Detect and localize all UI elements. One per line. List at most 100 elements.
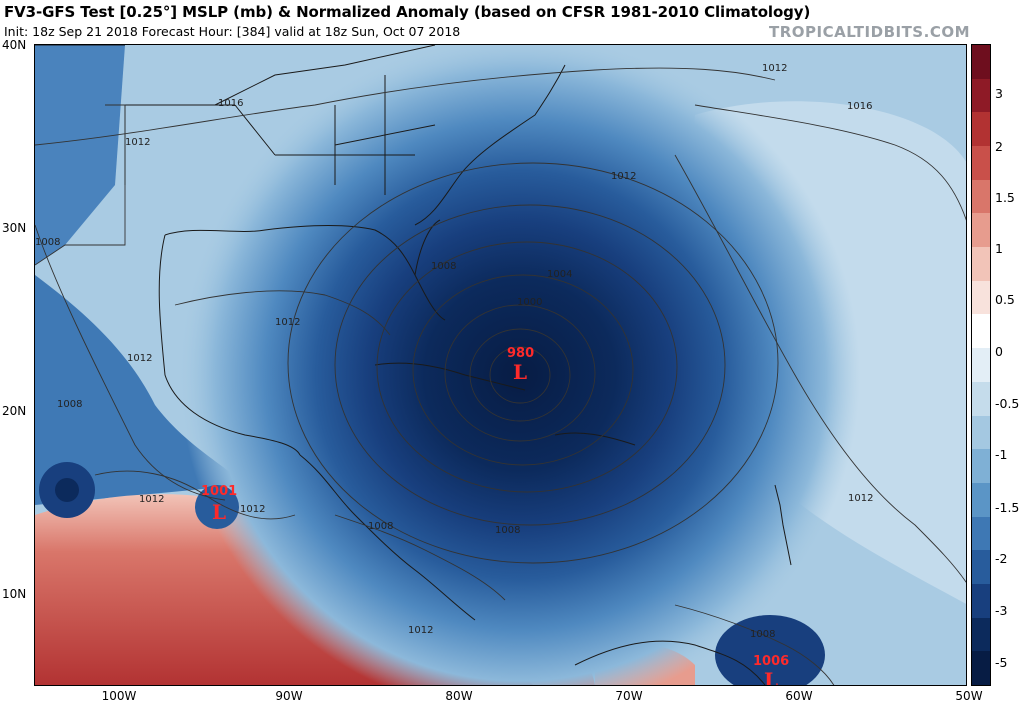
colorbar-segment [972,280,990,315]
isobar-label: 1008 [431,261,456,272]
lat-label: 40N [2,38,27,52]
colorbar-segment [972,78,990,113]
colorbar-segment [972,415,990,450]
colorbar-segment [972,179,990,214]
isobar-label: 1008 [35,237,60,248]
isobar-label: 1008 [495,525,520,536]
florida-peninsula [414,219,441,276]
lat-label: 30N [2,221,27,235]
mexico-gulf-coast [158,234,301,456]
lon-label: 50W [955,689,983,703]
isobar-label: 1012 [125,137,150,148]
isobar-label: 1016 [218,98,243,109]
colorbar-label: -2 [995,551,1008,566]
colorbar-segment [972,213,990,248]
isobar-1012-mexico [94,470,296,520]
state-borders [35,45,276,185]
colorbar-segment [972,651,990,685]
isobar-label: 1000 [517,297,542,308]
colorbar-segment [972,247,990,282]
lat-label: 20N [2,404,27,418]
isobar-ring [469,328,571,422]
low-markers: 980 L 1001 L 1006 L [201,346,789,686]
isobar-label: 1008 [750,629,775,640]
east-coast [414,64,566,226]
low-center-980: 980 L [507,346,534,384]
isobar-label: 1012 [127,353,152,364]
isobar-label: 1016 [847,101,872,112]
central-america-coast [299,454,476,621]
isobar-ring [489,346,551,404]
lat-label: 10N [2,587,27,601]
isobar-label: 1012 [611,171,636,182]
lesser-antilles [774,484,792,566]
low-center-1006: 1006 L [753,654,789,686]
isobar-1008-caribbean [334,514,506,601]
isobar-1012-east [674,154,966,583]
low-pressure-value: 980 [507,346,534,361]
isobar-1012-north [35,67,776,146]
isobar-1016-west [35,104,126,266]
colorbar-segment [972,348,990,383]
colorbar-label: -1.5 [995,500,1020,515]
colorbar-segment [972,146,990,181]
isobar-label: 1008 [57,399,82,410]
hurricane-low-anomaly [180,45,860,685]
isobar-label: 1012 [408,625,433,636]
colorbar-segment [972,482,990,518]
low-pressure-value: 1001 [201,484,237,499]
low-symbol: L [513,360,527,384]
colorbar-segment [972,381,990,416]
lon-label: 90W [275,689,303,703]
southeast-low-anomaly [715,615,825,685]
lon-label: 70W [615,689,643,703]
isobar-label: 1012 [848,493,873,504]
gulf-coast [164,224,446,321]
colorbar-segment [972,112,990,147]
isobar-1008-west [35,224,226,501]
map-title: FV3-GFS Test [0.25°] MSLP (mb) & Normali… [4,3,811,21]
lon-label: 60W [785,689,813,703]
colorbar-label: 1 [995,241,1003,256]
map-panel: 1012 1016 1012 1016 1012 1008 1012 1012 … [34,44,967,686]
isobar-label: 1012 [240,504,265,515]
hispaniola [554,432,636,446]
colorbar-segment [972,314,990,349]
colorbar-segment [972,583,990,619]
lon-label: 80W [445,689,473,703]
lon-label: 100W [101,689,137,703]
isobar-label: 1012 [275,317,300,328]
pacific-low-core [55,478,79,502]
anomaly-colorbar [971,44,991,686]
coastlines [35,45,792,685]
header: FV3-GFS Test [0.25°] MSLP (mb) & Normali… [0,0,1024,44]
colorbar-segment [972,516,990,551]
isobar-ring [376,241,678,493]
isobar-1012-gulf [174,290,391,336]
low-symbol: L [764,668,778,686]
map-subtitle: Init: 18z Sep 21 2018 Forecast Hour: [38… [4,24,461,39]
brand-watermark: TROPICALTIDBITS.COM [769,23,970,41]
interior-borders [214,45,436,195]
anomaly-map: 1012 1016 1012 1016 1012 1008 1012 1012 … [35,45,966,686]
colorbar-label: 3 [995,86,1003,101]
low-center-1001: 1001 L [201,484,237,524]
colorbar-label: -1 [995,447,1008,462]
colorbar-label: 2 [995,139,1003,154]
colorbar-label: -3 [995,603,1008,618]
cuba [374,362,526,391]
isobar-labels: 1012 1016 1012 1016 1012 1008 1012 1012 … [35,63,873,640]
colorbar-label: -5 [995,655,1008,670]
colorbar-label: 0.5 [995,292,1015,307]
isobars [35,67,966,685]
isobar-label: 1012 [139,494,164,505]
colorbar-segment [972,550,990,585]
isobar-ring [287,162,779,564]
isobar-label: 1008 [368,521,393,532]
isobar-1008-south [674,604,835,685]
colorbar-segment [972,45,990,80]
isobar-1016-east [694,104,966,221]
colorbar-label: 0 [995,344,1003,359]
colorbar-label: -0.5 [995,396,1020,411]
colorbar-segment [972,617,990,652]
